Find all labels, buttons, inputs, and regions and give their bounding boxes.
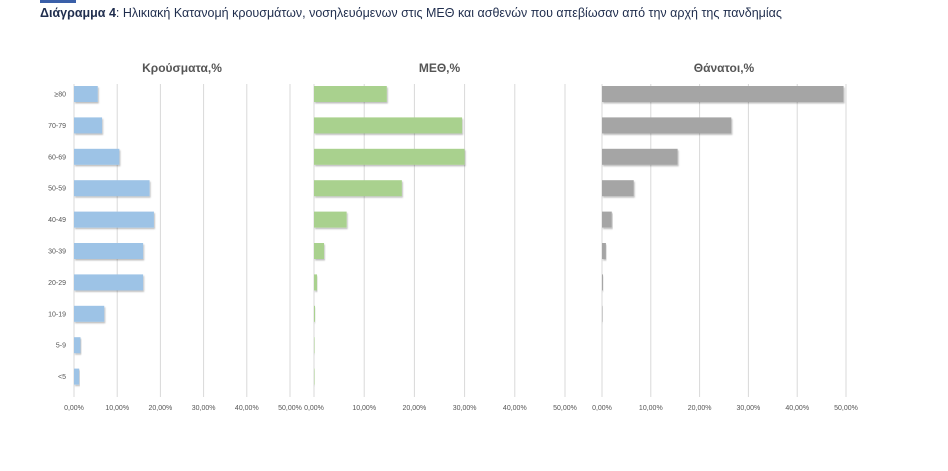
icu-bar-7 xyxy=(314,305,316,322)
cases-tick-label: 20,00% xyxy=(149,405,173,412)
icu-tick-label: 0,00% xyxy=(304,405,324,412)
category-label: 30-39 xyxy=(48,249,66,256)
deaths-tick-label: 40,00% xyxy=(785,405,809,412)
cases-bar-9 xyxy=(74,368,80,385)
cases-tick-label: 10,00% xyxy=(105,405,129,412)
deaths-bar-1 xyxy=(602,117,732,134)
deaths-tick-label: 20,00% xyxy=(688,405,712,412)
deaths-panel-title: Θάνατοι,% xyxy=(694,61,755,75)
icu-bar-0 xyxy=(314,86,387,102)
deaths-tick-label: 50,00% xyxy=(834,405,858,412)
cases-bar-0 xyxy=(74,86,98,102)
cases-bar-6 xyxy=(74,274,144,291)
cases-bar-2 xyxy=(74,148,120,165)
cases-tick-label: 40,00% xyxy=(235,405,259,412)
icu-bar-9 xyxy=(314,368,315,385)
deaths-bar-5 xyxy=(602,243,606,259)
cases-panel-title: Κρούσματα,% xyxy=(142,61,222,75)
icu-bar-2 xyxy=(314,148,465,165)
icu-tick-label: 10,00% xyxy=(352,405,376,412)
category-label: 50-59 xyxy=(48,186,66,193)
category-label: 60-69 xyxy=(48,154,66,161)
category-label: 5-9 xyxy=(56,343,66,350)
cases-bar-7 xyxy=(74,305,105,322)
caption-accent-bar xyxy=(40,0,76,3)
category-label: 10-19 xyxy=(48,311,66,318)
category-label: 40-49 xyxy=(48,217,66,224)
icu-bar-1 xyxy=(314,117,463,134)
deaths-bar-4 xyxy=(602,211,612,228)
deaths-bar-0 xyxy=(602,86,844,102)
icu-tick-label: 20,00% xyxy=(403,405,427,412)
cases-bar-4 xyxy=(74,211,154,228)
icu-bar-4 xyxy=(314,211,347,228)
cases-bar-1 xyxy=(74,117,103,134)
cases-bar-3 xyxy=(74,180,150,197)
deaths-tick-label: 30,00% xyxy=(737,405,761,412)
deaths-tick-label: 10,00% xyxy=(639,405,663,412)
icu-bar-6 xyxy=(314,274,318,291)
icu-tick-label: 50,00% xyxy=(553,405,577,412)
cases-tick-label: 0,00% xyxy=(64,405,84,412)
deaths-bar-6 xyxy=(602,274,603,291)
icu-tick-label: 40,00% xyxy=(503,405,527,412)
deaths-bar-2 xyxy=(602,148,678,165)
cases-tick-label: 50,00% xyxy=(278,405,302,412)
caption-lead: Διάγραμμα 4 xyxy=(40,6,116,20)
category-label: ≥80 xyxy=(54,92,66,99)
category-label: 70-79 xyxy=(48,123,66,130)
figure-caption: Διάγραμμα 4: Ηλικιακή Κατανομή κρουσμάτω… xyxy=(40,6,782,20)
caption-text: : Ηλικιακή Κατανομή κρουσμάτων, νοσηλευό… xyxy=(115,6,782,20)
deaths-bar-3 xyxy=(602,180,634,197)
category-label: 20-29 xyxy=(48,280,66,287)
icu-tick-label: 30,00% xyxy=(453,405,477,412)
category-label: <5 xyxy=(58,374,66,381)
icu-bar-8 xyxy=(314,337,315,354)
cases-bar-8 xyxy=(74,337,81,354)
cases-bar-5 xyxy=(74,243,144,259)
icu-bar-3 xyxy=(314,180,402,197)
deaths-tick-label: 0,00% xyxy=(592,405,612,412)
cases-tick-label: 30,00% xyxy=(192,405,216,412)
icu-bar-5 xyxy=(314,243,325,259)
icu-panel-title: ΜΕΘ,% xyxy=(419,61,461,75)
